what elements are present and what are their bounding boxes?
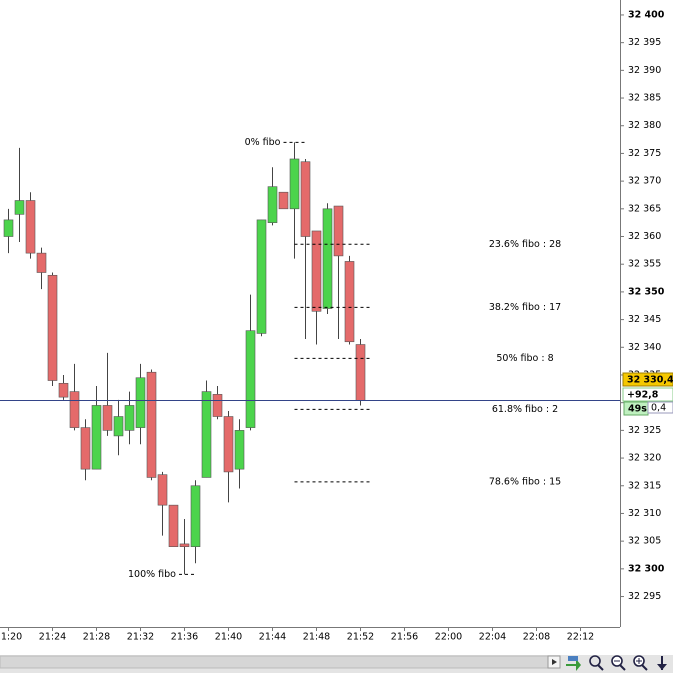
fibo-label: 38.2% fibo : 17 xyxy=(489,302,561,313)
y-tick-label: 32 390 xyxy=(628,65,661,76)
x-tick-label: 22:12 xyxy=(567,632,594,643)
candle-body xyxy=(212,394,223,417)
y-tick-label: 32 395 xyxy=(628,37,661,48)
fibo-label: 23.6% fibo : 28 xyxy=(489,239,561,250)
scroll-to-end-icon-top xyxy=(568,656,578,661)
spread-label: 0,4 xyxy=(651,403,666,414)
y-tick-label: 32 340 xyxy=(628,342,661,353)
fibo-label: 100% fibo xyxy=(128,569,176,580)
candle-body xyxy=(124,405,135,431)
y-tick-label: 32 400 xyxy=(628,9,665,20)
candle-body xyxy=(146,371,157,478)
candle-body xyxy=(333,205,344,257)
x-tick-label: 21:40 xyxy=(215,632,242,643)
x-tick-label: 22:04 xyxy=(479,632,506,643)
candle-body xyxy=(267,186,278,223)
change-label: +92,8 xyxy=(627,390,659,401)
candle-body xyxy=(344,261,355,343)
x-tick-label: 21:28 xyxy=(83,632,110,643)
candle-body xyxy=(278,191,289,210)
y-tick-label: 32 365 xyxy=(628,203,661,214)
x-tick-label: 21:56 xyxy=(391,632,418,643)
candle-body xyxy=(69,391,80,428)
y-tick-label: 32 380 xyxy=(628,120,661,131)
scrollbar-track[interactable] xyxy=(0,655,549,669)
candle-body xyxy=(300,161,311,237)
x-tick-label: 21:20 xyxy=(0,632,22,643)
y-tick-label: 32 350 xyxy=(628,286,665,297)
x-tick-label: 22:00 xyxy=(435,632,462,643)
timer-label: 49s xyxy=(628,404,647,415)
candle-body xyxy=(14,200,25,215)
spread-box xyxy=(647,401,673,414)
scale-icon[interactable] xyxy=(657,656,667,670)
candle-body xyxy=(190,485,201,547)
candle-body xyxy=(355,344,366,401)
candle-body xyxy=(322,208,333,309)
candle-body xyxy=(201,391,212,478)
x-tick-label: 22:08 xyxy=(523,632,550,643)
candle-body xyxy=(223,416,234,473)
candle-body xyxy=(311,230,322,312)
candle-body xyxy=(168,504,179,547)
x-tick-label: 21:52 xyxy=(347,632,374,643)
candle-body xyxy=(47,274,58,381)
y-tick-label: 32 370 xyxy=(628,176,661,187)
toolbar-icons xyxy=(566,655,667,671)
y-tick-label: 32 360 xyxy=(628,231,661,242)
y-tick-label: 32 385 xyxy=(628,93,661,104)
candle-body xyxy=(58,382,69,398)
scroll-to-end-icon[interactable] xyxy=(566,659,581,671)
y-tick-label: 32 325 xyxy=(628,425,661,436)
x-tick-label: 21:36 xyxy=(171,632,198,643)
candle-body xyxy=(3,219,14,237)
zoom-in-icon[interactable] xyxy=(633,655,648,671)
candle-body xyxy=(234,430,245,470)
candle-body xyxy=(245,330,256,428)
candle-body xyxy=(113,416,124,437)
last-price-label: 32 330,4 xyxy=(627,375,673,386)
candle-body xyxy=(102,405,113,431)
y-tick-label: 32 375 xyxy=(628,148,661,159)
candle-body xyxy=(91,405,102,470)
zoom-fit-icon[interactable] xyxy=(589,655,604,671)
x-tick-label: 21:44 xyxy=(259,632,286,643)
candle-body xyxy=(289,158,300,210)
fibo-label: 61.8% fibo : 2 xyxy=(492,404,558,415)
fibo-label: 50% fibo : 8 xyxy=(496,353,553,364)
candle-body xyxy=(36,252,47,273)
zoom-out-icon[interactable] xyxy=(611,655,626,671)
y-tick-label: 32 355 xyxy=(628,259,661,270)
y-tick-label: 32 315 xyxy=(628,480,661,491)
y-tick-label: 32 345 xyxy=(628,314,661,325)
fibo-label: 0% fibo xyxy=(245,137,281,148)
candle-body xyxy=(179,543,190,547)
candle-body xyxy=(256,219,267,334)
candle-body xyxy=(135,377,146,428)
candle-body xyxy=(80,427,91,470)
candle-body xyxy=(25,200,36,254)
y-tick-label: 32 320 xyxy=(628,453,661,464)
last-price-box xyxy=(622,372,673,387)
x-tick-label: 21:48 xyxy=(303,632,330,643)
y-tick-label: 32 295 xyxy=(628,591,661,602)
y-tick-label: 32 305 xyxy=(628,536,661,547)
y-tick-label: 32 310 xyxy=(628,508,661,519)
x-tick-label: 21:32 xyxy=(127,632,154,643)
scroll-arrow xyxy=(552,659,557,665)
candle-body xyxy=(157,474,168,506)
plot-area xyxy=(0,0,620,627)
x-tick-label: 21:24 xyxy=(39,632,66,643)
change-box xyxy=(622,387,673,402)
fibo-label: 78.6% fibo : 15 xyxy=(489,476,561,487)
y-tick-label: 32 300 xyxy=(628,563,665,574)
